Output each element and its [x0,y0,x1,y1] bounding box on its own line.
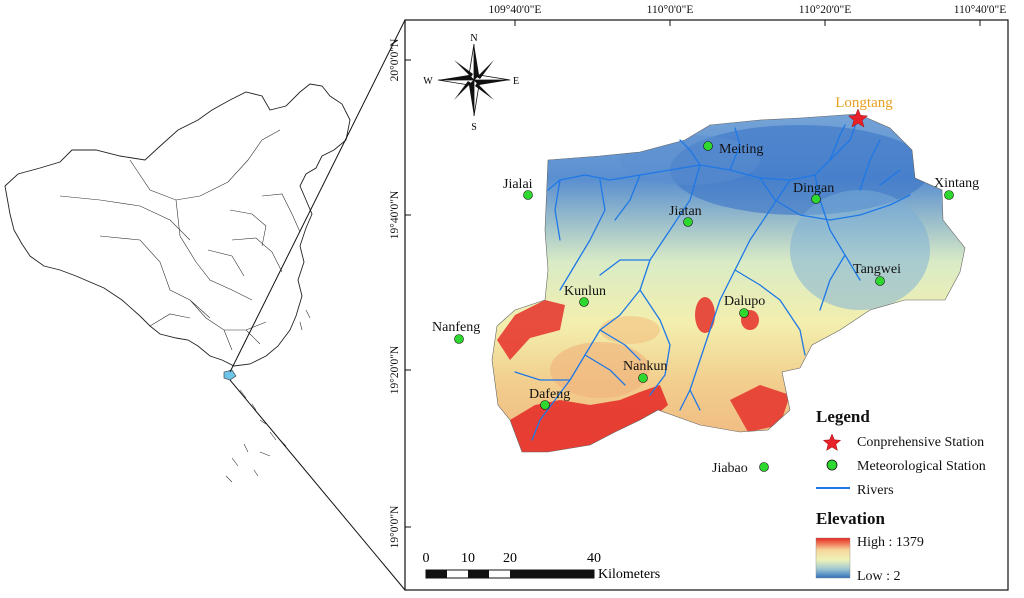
station-label: Longtang [835,95,893,111]
stations: Longtang Meiting Jialai Dingan Xintang J… [432,95,979,476]
scale-bar: 0 10 20 40 Kilometers [423,551,661,582]
station-label: Jiatan [669,204,702,219]
china-inset-map [4,83,351,483]
station-dafeng: Dafeng [529,387,570,410]
station-dot-icon [739,308,749,318]
station-dot-icon [703,141,713,151]
station-jialai: Jialai [503,177,533,200]
station-longtang: Longtang [835,95,893,128]
scale-unit: Kilometers [598,567,660,582]
station-dot-icon [638,373,648,383]
china-islands [225,309,311,483]
station-dot-icon [523,190,533,200]
station-nankun: Nankun [623,359,667,383]
scale-tick-label: 20 [503,551,517,566]
elevation-ramp [815,537,851,579]
station-xintang: Xintang [934,176,979,200]
compass-w: W [423,76,433,87]
compass-n: N [470,33,477,44]
lon-label: 109°40'0"E [489,4,542,16]
station-tangwei: Tangwei [853,262,901,286]
station-label: Nankun [623,359,667,374]
station-jiatan: Jiatan [669,204,702,227]
compass-e: E [513,76,519,87]
elevation-title: Elevation [816,509,885,528]
station-meiting: Meiting [703,141,763,157]
latitude-labels: 20°0'0"N 19°40'0"N 19°20'0"N 19°0'0"N [389,38,401,548]
station-label: Dafeng [529,387,570,402]
scale-tick-label: 10 [461,551,475,566]
legend-title: Legend [816,407,870,426]
elevation-low: Low : 2 [857,569,901,584]
station-dot-icon [759,462,769,472]
station-dot-icon [811,194,821,204]
legend-item-comprehensive: Conprehensive Station [857,435,984,450]
china-province-lines [59,129,301,351]
station-dot-icon [683,217,693,227]
north-arrow-icon: N S E W [423,33,519,133]
rivers [514,117,911,441]
legend-item-meteorological: Meteorological Station [857,459,986,474]
station-dot-icon [875,276,885,286]
station-dalupo: Dalupo [724,294,765,318]
station-label: Meiting [719,142,763,157]
station-jiabao: Jiabao [712,461,769,476]
graticule-ticks [405,20,981,528]
lat-label: 20°0'0"N [389,38,401,81]
station-dingan: Dingan [793,181,834,204]
station-label: Nanfeng [432,320,480,335]
lon-label: 110°20'0"E [799,4,851,16]
station-dot-icon [579,297,589,307]
connector-line-bottom [229,379,406,591]
station-dot-icon [540,400,550,410]
station-label: Kunlun [564,284,606,299]
lat-label: 19°0'0"N [389,505,401,548]
lat-label: 19°20'0"N [389,345,401,394]
station-kunlun: Kunlun [564,284,606,307]
station-dot-icon [944,190,954,200]
longitude-labels: 109°40'0"E 110°0'0"E 110°20'0"E 110°40'0… [489,4,1007,16]
lon-label: 110°0'0"E [647,4,694,16]
station-dot-icon [454,334,464,344]
legend-star-icon [822,433,842,451]
station-label: Jiabao [712,461,748,476]
station-nanfeng: Nanfeng [432,320,480,344]
china-outline [4,83,351,367]
station-label: Xintang [934,176,979,191]
lat-label: 19°40'0"N [389,190,401,239]
scale-tick-label: 0 [423,551,430,566]
station-label: Jialai [503,177,533,192]
lon-label: 110°40'0"E [954,4,1006,16]
legend-item-rivers: Rivers [857,483,894,498]
compass-s: S [471,122,477,133]
legend: Legend Conprehensive Station Meteorologi… [815,407,986,584]
station-label: Dalupo [724,294,765,309]
connector-line-top [229,19,406,373]
scale-tick-label: 40 [587,551,601,566]
comprehensive-station-star-icon [847,108,869,128]
legend-dot-icon [826,459,838,471]
station-label: Dingan [793,181,834,196]
elevation-high: High : 1379 [857,535,924,550]
station-label: Tangwei [853,262,901,277]
